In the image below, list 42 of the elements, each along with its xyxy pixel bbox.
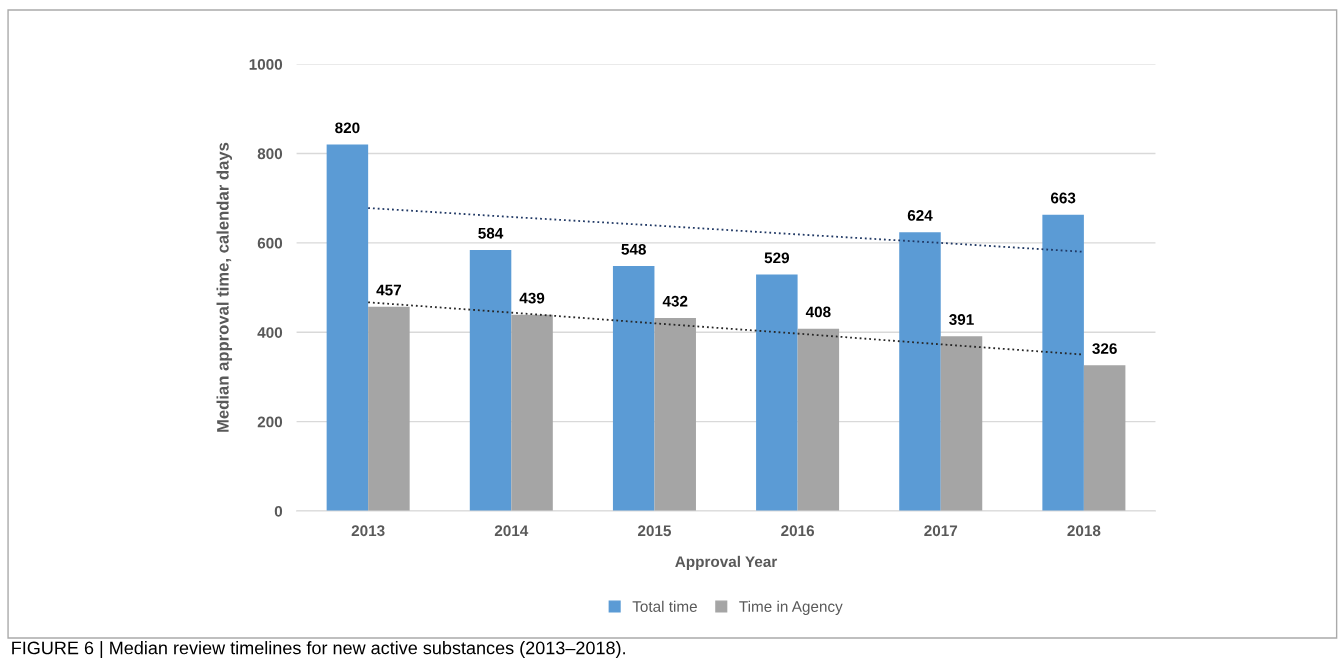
legend-label: Time in Agency (739, 600, 843, 615)
bar (612, 266, 655, 512)
x-tick-label: 2015 (637, 525, 672, 537)
bar (654, 317, 696, 512)
bar (368, 306, 410, 512)
x-tick-label: 2017 (924, 525, 958, 537)
bar (797, 328, 840, 512)
data-label: 529 (764, 252, 790, 264)
bar (940, 336, 983, 512)
data-label: 624 (907, 209, 933, 221)
data-label: 439 (519, 292, 545, 304)
bar (899, 232, 941, 512)
data-label: 391 (949, 314, 974, 325)
bar (756, 274, 798, 512)
bar (1083, 365, 1126, 512)
data-label: 457 (376, 284, 401, 296)
caption: FIGURE 6 | Median review timelines for new active substances (2013–2018). (12, 641, 625, 658)
bar (511, 314, 553, 512)
y-tick-label: 800 (257, 148, 283, 160)
data-label: 820 (335, 122, 360, 134)
y-tick-label: 200 (257, 416, 283, 428)
data-label: 663 (1050, 192, 1076, 204)
data-label: 584 (478, 227, 504, 239)
bar (469, 250, 512, 512)
x-tick-label: 2016 (781, 525, 815, 537)
x-axis-title: Approval Year (675, 555, 778, 571)
y-axis-title: Median approval time, calendar days (216, 142, 233, 432)
bar (1042, 214, 1084, 512)
data-label: 548 (621, 243, 646, 255)
y-tick-label: 0 (274, 505, 283, 517)
line-series (367, 207, 1085, 253)
y-tick-label: 1000 (249, 59, 283, 70)
x-tick-label: 2014 (494, 525, 529, 537)
data-label: 408 (805, 306, 831, 318)
legend-label: Total time (632, 600, 697, 612)
x-tick-label: 2013 (351, 525, 385, 537)
bar (326, 144, 369, 512)
y-tick-label: 400 (257, 327, 283, 338)
x-tick-label: 2018 (1067, 525, 1101, 537)
data-label: 432 (662, 295, 688, 307)
y-tick-label: 600 (257, 237, 283, 249)
data-label: 326 (1092, 343, 1117, 354)
